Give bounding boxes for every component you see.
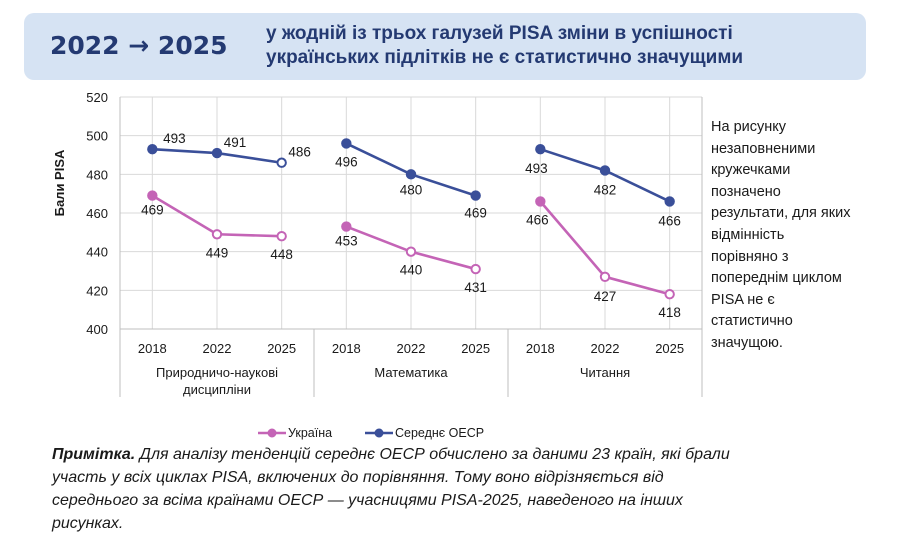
legend-marker bbox=[267, 428, 277, 438]
banner-headline: у жодній із трьох галузей PISA зміни в у… bbox=[266, 22, 743, 70]
footnote-line: рисунках. bbox=[52, 515, 124, 532]
data-label: 418 bbox=[658, 305, 681, 320]
y-tick-label: 440 bbox=[86, 245, 108, 260]
x-tick-label: 2018 bbox=[526, 341, 555, 356]
data-point bbox=[405, 169, 417, 180]
side-note-line: PISA не є bbox=[711, 291, 775, 308]
side-note: На рисунку незаповненими кружечками позн… bbox=[711, 117, 896, 355]
data-point bbox=[211, 229, 223, 240]
pisa-line-chart: 400 420 440 460 480 500 520 Бали PISA 2018 2022 20… bbox=[52, 90, 703, 440]
x-tick-label: 2022 bbox=[397, 341, 426, 356]
data-point bbox=[147, 144, 158, 155]
data-label: 466 bbox=[526, 212, 549, 227]
data-point bbox=[599, 271, 611, 282]
side-note-line: попереднім циклом bbox=[711, 270, 842, 287]
data-label: 493 bbox=[525, 161, 548, 176]
data-point bbox=[664, 289, 675, 300]
y-tick-label: 420 bbox=[86, 283, 108, 298]
y-tick-label: 520 bbox=[86, 90, 108, 105]
data-label: 469 bbox=[141, 203, 164, 218]
data-point bbox=[470, 190, 481, 201]
legend-label: Україна bbox=[288, 426, 332, 440]
group-label: Математика bbox=[374, 365, 448, 380]
banner-years: 2022 → 2025 bbox=[50, 31, 228, 60]
data-label: 440 bbox=[400, 263, 423, 278]
data-label: 493 bbox=[163, 131, 186, 146]
side-note-line: На рисунку bbox=[711, 119, 786, 135]
data-label: 486 bbox=[288, 145, 311, 160]
data-point bbox=[535, 196, 546, 207]
x-tick-label: 2018 bbox=[138, 341, 167, 356]
data-point bbox=[276, 157, 287, 168]
data-point bbox=[470, 263, 481, 275]
data-point bbox=[211, 147, 223, 159]
data-label: 466 bbox=[658, 213, 681, 228]
data-label: 449 bbox=[206, 245, 229, 260]
legend-label: Середнє ОЕСР bbox=[395, 426, 484, 440]
side-note-line: результати, для яких bbox=[711, 205, 851, 222]
footnote-label: Примітка. bbox=[52, 446, 136, 463]
y-axis-label: Бали PISA bbox=[52, 149, 67, 216]
data-label: 453 bbox=[335, 234, 358, 249]
data-label: 448 bbox=[270, 247, 293, 262]
x-tick-label: 2022 bbox=[203, 341, 232, 356]
data-label: 480 bbox=[400, 182, 423, 197]
side-note-line: незаповненими bbox=[711, 140, 816, 157]
data-point bbox=[341, 221, 352, 232]
data-point bbox=[664, 196, 675, 207]
data-point bbox=[147, 190, 158, 201]
y-tick-label: 500 bbox=[86, 129, 108, 144]
x-tick-label: 2025 bbox=[267, 341, 296, 356]
data-point bbox=[405, 246, 417, 257]
data-label: 469 bbox=[464, 206, 487, 221]
data-label: 491 bbox=[224, 135, 247, 150]
side-note-line: позначено bbox=[711, 183, 781, 200]
banner: 2022 → 2025 у жодній із трьох галузей PI… bbox=[24, 13, 866, 80]
footnote-text: Для аналізу тенденцій середнє ОЕСР обчис… bbox=[139, 446, 730, 463]
side-note-line: статистично bbox=[711, 313, 793, 330]
group-label: дисципліни bbox=[183, 382, 251, 397]
legend-marker bbox=[374, 428, 384, 438]
footnote: Примітка. Для аналізу тенденцій середнє … bbox=[52, 443, 882, 535]
banner-line-2: українських підлітків не є статистично з… bbox=[266, 47, 744, 68]
side-note-line: значущою. bbox=[711, 334, 783, 351]
side-note-line: відмінність bbox=[711, 226, 785, 243]
y-tick-label: 400 bbox=[86, 322, 108, 337]
side-note-line: порівняно з bbox=[711, 248, 789, 265]
x-tick-label: 2022 bbox=[591, 341, 620, 356]
data-label: 431 bbox=[464, 280, 487, 295]
data-point bbox=[535, 144, 546, 155]
footnote-line: середнього за всіма країнами ОЕСР — учас… bbox=[52, 492, 683, 509]
data-label: 496 bbox=[335, 154, 358, 169]
group-label: Читання bbox=[580, 365, 630, 380]
side-note-line: кружечками bbox=[711, 162, 791, 179]
data-point bbox=[599, 165, 611, 176]
x-tick-label: 2025 bbox=[655, 341, 684, 356]
y-tick-label: 480 bbox=[86, 167, 108, 182]
y-tick-label: 460 bbox=[86, 206, 108, 221]
footnote-line: Примітка. Для аналізу тенденцій середнє … bbox=[52, 443, 882, 466]
data-label: 427 bbox=[594, 289, 617, 304]
data-point bbox=[341, 138, 352, 149]
footnote-line: участь у всіх циклах PISA, включених до … bbox=[52, 469, 664, 486]
data-point bbox=[276, 231, 287, 242]
group-label: Природничо-наукові bbox=[156, 365, 278, 380]
data-label: 482 bbox=[594, 182, 617, 197]
x-tick-label: 2018 bbox=[332, 341, 361, 356]
banner-line-1: у жодній із трьох галузей PISA зміни в у… bbox=[266, 23, 733, 44]
x-tick-label: 2025 bbox=[461, 341, 490, 356]
